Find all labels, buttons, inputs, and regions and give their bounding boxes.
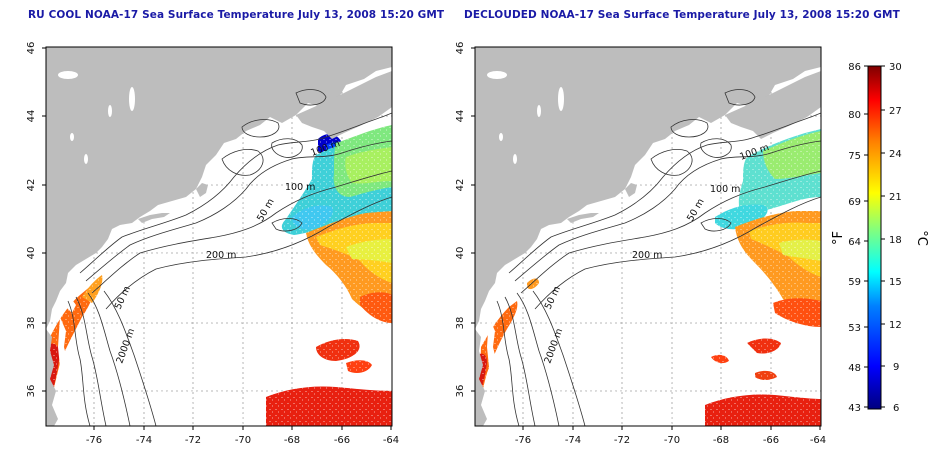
left-tick-marks	[42, 47, 392, 430]
right-y-tick-labels: 36 38 40 42 44 46	[455, 42, 466, 398]
right-x-tick: -68	[713, 435, 729, 446]
left-x-tick: -76	[86, 435, 102, 446]
colorbar: 86 80 75 69 64 59 53 48 43 30 27 24 21 1…	[831, 62, 929, 414]
celsius-tick: 6	[893, 403, 899, 414]
celsius-tick: 15	[889, 277, 902, 288]
right-y-tick: 44	[455, 110, 466, 123]
left-x-tick: -66	[334, 435, 350, 446]
celsius-tick: 27	[889, 106, 902, 117]
right-x-tick: -64	[810, 435, 826, 446]
colorbar-celsius-ticks: 30 27 24 21 18 15 12 9 6	[889, 62, 902, 414]
right-label-200m: 200 m	[632, 250, 662, 261]
left-y-tick: 46	[26, 42, 37, 55]
celsius-tick: 18	[889, 235, 902, 246]
fahrenheit-tick: 75	[848, 151, 861, 162]
left-x-tick: -72	[185, 435, 201, 446]
celsius-tick: 9	[893, 362, 899, 373]
right-x-tick: -70	[664, 435, 680, 446]
right-y-tick: 40	[455, 247, 466, 260]
right-map-frame	[474, 46, 822, 427]
right-map-panel	[474, 46, 822, 427]
fahrenheit-tick: 48	[848, 363, 861, 374]
celsius-tick: 30	[889, 62, 902, 73]
fahrenheit-tick: 86	[848, 62, 861, 73]
left-x-tick: -70	[235, 435, 251, 446]
left-label-200m: 200 m	[206, 250, 236, 261]
right-y-tick: 42	[455, 179, 466, 192]
left-y-tick: 40	[26, 247, 37, 260]
left-y-tick-labels: 36 38 40 42 44 46	[26, 42, 37, 398]
colorbar-fahrenheit-unit: °F	[831, 231, 846, 245]
left-y-tick: 38	[26, 317, 37, 330]
left-y-tick: 44	[26, 110, 37, 123]
left-map-frame	[45, 46, 393, 427]
right-x-tick-labels: -76 -74 -72 -70 -68 -66 -64	[515, 435, 826, 446]
colorbar-fahrenheit-ticks: 86 80 75 69 64 59 53 48 43	[848, 62, 861, 414]
right-x-tick: -74	[565, 435, 581, 446]
left-x-tick: -74	[136, 435, 152, 446]
right-y-tick: 36	[455, 385, 466, 398]
colorbar-tick-marks	[864, 65, 885, 408]
right-tick-marks	[471, 47, 821, 430]
right-map-title: DECLOUDED NOAA-17 Sea Surface Temperatur…	[464, 9, 900, 21]
fahrenheit-tick: 43	[848, 403, 861, 414]
celsius-tick: 12	[889, 320, 902, 331]
fahrenheit-tick: 64	[848, 237, 861, 248]
right-y-tick: 46	[455, 42, 466, 55]
left-y-tick: 36	[26, 385, 37, 398]
left-label-100m: 100 m	[285, 182, 315, 193]
right-x-tick: -76	[515, 435, 531, 446]
right-y-tick: 38	[455, 317, 466, 330]
left-map-panel	[45, 46, 393, 427]
right-x-tick: -72	[614, 435, 630, 446]
fahrenheit-tick: 59	[848, 277, 861, 288]
fahrenheit-tick: 53	[848, 323, 861, 334]
right-x-tick: -66	[763, 435, 779, 446]
left-x-tick: -68	[284, 435, 300, 446]
fahrenheit-tick: 80	[848, 110, 861, 121]
right-label-100m: 100 m	[710, 184, 740, 195]
celsius-tick: 24	[889, 149, 902, 160]
left-y-tick: 42	[26, 179, 37, 192]
left-x-tick-labels: -76 -74 -72 -70 -68 -66 -64	[86, 435, 399, 446]
fahrenheit-tick: 69	[848, 197, 861, 208]
celsius-tick: 21	[889, 192, 902, 203]
left-map-title: RU COOL NOAA-17 Sea Surface Temperature …	[28, 9, 445, 21]
colorbar-gradient	[867, 65, 882, 410]
left-x-tick: -64	[383, 435, 399, 446]
colorbar-celsius-unit: °C	[914, 230, 929, 246]
